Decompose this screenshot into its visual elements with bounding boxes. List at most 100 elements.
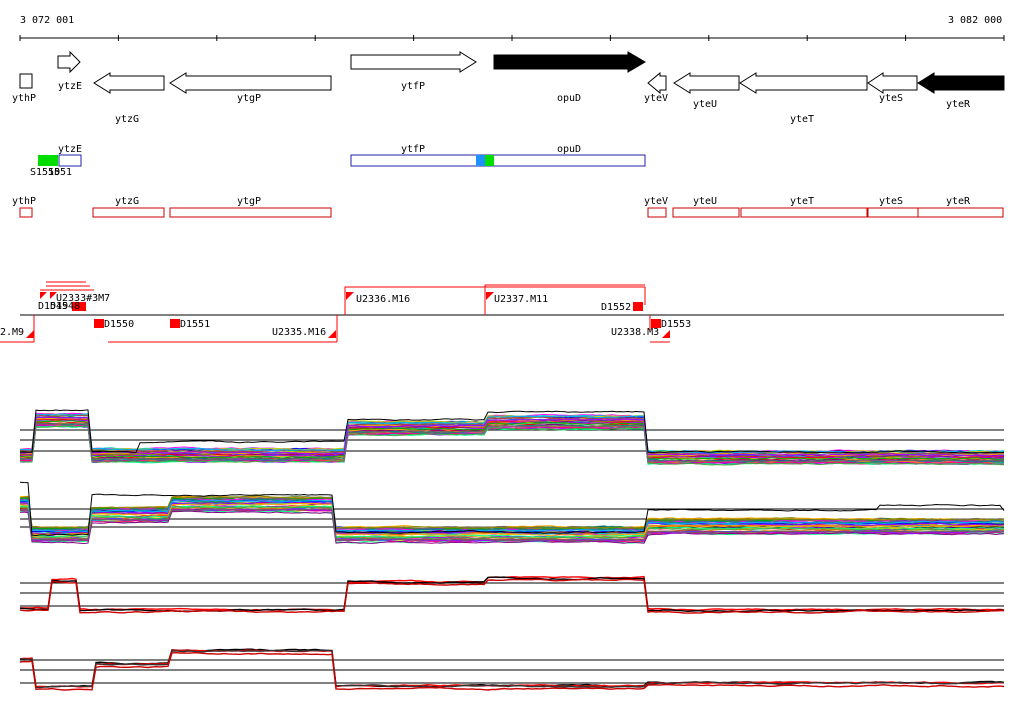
gene-label-yteV: yteV [644,93,668,104]
operon-label-yteV: yteV [644,196,668,207]
expression-trace [19,507,1005,542]
promoter-marker-u2338[interactable] [662,330,670,338]
operon-box-yteT[interactable] [740,207,868,218]
feature-label-u2336: U2336.M16 [356,294,410,305]
expression-trace [19,506,1005,540]
expression-trace [19,508,1005,543]
expression-trace [19,575,1005,612]
expression-trace [19,649,1005,688]
gene-label-ytzE: ytzE [58,81,82,92]
gene-arrow-yteT[interactable] [739,72,868,94]
transcript-label-1551: 1551 [48,167,72,178]
operon-box-yteV[interactable] [647,207,667,218]
operon-box-yteS[interactable] [867,207,919,218]
transcript-blue-segment [476,155,485,166]
transcript-green-segment [38,155,58,166]
gene-arrow-yteU[interactable] [673,72,740,94]
gene-arrow-yteR[interactable] [917,72,1005,94]
transcript-track: ytzE ytfP opuD S1550 1551 [30,144,646,178]
gene-arrow-ytzE[interactable] [57,50,81,74]
promoter-marker-m9[interactable] [26,330,34,338]
operon-label-yteU: yteU [693,196,717,207]
terminator-marker-d1553[interactable] [651,319,661,328]
gene-label-yteU: yteU [693,99,717,110]
gene-track: ythP ytzE ytzG ytgP ytfP opuD yteV yteU … [12,50,1005,125]
transcript-label-ytfP: ytfP [401,144,425,155]
promoter-marker-u2333[interactable] [40,292,47,299]
expression-trace [19,409,1005,454]
operon-label-yteR: yteR [946,196,971,207]
transcript-box-ytzE[interactable] [58,154,82,167]
gene-arrow-ythP[interactable] [19,73,33,89]
expression-trace [19,425,1005,466]
expression-panel-1 [19,409,1005,466]
terminator-marker-d1552[interactable] [633,302,643,311]
operon-label-ythP: ythP [12,196,36,207]
transcript-green-segment-2 [485,155,494,166]
ruler-start-label: 3 072 001 [20,15,74,26]
gene-arrow-yteV[interactable] [647,71,667,95]
feature-label-d1550: D1550 [104,319,134,330]
expression-trace [19,576,1005,613]
expression-trace [19,416,1005,457]
expression-trace [19,422,1005,463]
feature-label-u2337: U2337.M11 [494,294,548,305]
feature-label-d1549: D1549 [38,301,68,312]
promoter-marker-u2337[interactable] [486,292,494,300]
operon-track: ythP ytzG ytgP yteV yteU yteT yteS yteR [12,196,1004,218]
operon-box-ytgP[interactable] [169,207,332,218]
expression-trace [19,510,1005,545]
gene-label-ytgP: ytgP [237,93,261,104]
operon-label-ytzG: ytzG [115,196,139,207]
gene-label-ytzG: ytzG [115,114,139,125]
expression-trace [19,578,1004,614]
gene-label-opuD: opuD [557,93,581,104]
gene-label-yteS: yteS [879,93,903,104]
gene-arrow-ytzG[interactable] [93,72,165,94]
feature-label-m9: 2.M9 [0,327,24,338]
operon-label-yteT: yteT [790,196,814,207]
feature-track: U2336.M16 U2337.M11 D1552 D1550 D1551 U2… [0,281,1004,343]
operon-box-yteU[interactable] [672,207,740,218]
expression-trace [20,649,1005,689]
gene-label-ythP: ythP [12,93,36,104]
gene-label-yteR: yteR [946,99,971,110]
terminator-marker-d1550[interactable] [94,319,104,328]
operon-label-ytgP: ytgP [237,196,261,207]
ruler-end-label: 3 082 000 [948,15,1002,26]
gene-arrow-opuD[interactable] [493,51,646,73]
operon-box-ytzG[interactable] [92,207,165,218]
promoter-marker-u2335[interactable] [328,330,336,338]
feature-label-u2338: U2338.M3 [611,327,659,338]
transcript-label-opuD: opuD [557,144,581,155]
feature-label-u2335: U2335.M16 [272,327,326,338]
gene-arrow-yteS[interactable] [867,72,918,94]
promoter-marker-cluster[interactable] [50,292,57,299]
expression-trace [19,500,1005,533]
gene-label-ytfP: ytfP [401,81,425,92]
feature-label-u2333: U2333#3M7 [56,293,110,304]
feature-label-d1553: D1553 [661,319,691,330]
terminator-marker-d1548[interactable] [72,302,86,311]
operon-box-ythP[interactable] [19,207,33,218]
ruler-ticks [19,35,1005,41]
expression-trace [19,498,1004,532]
transcript-label-s1550: S1550 [30,167,60,178]
gene-arrow-ytfP[interactable] [350,51,477,73]
promoter-marker-u2336[interactable] [346,292,354,300]
transcript-box-ytfP-opuD[interactable] [350,154,646,167]
expression-trace [19,414,1005,455]
expression-trace [19,502,1005,537]
feature-label-d1548: D1548 [50,301,80,312]
expression-trace [20,413,1005,454]
expression-trace [19,481,1005,537]
expression-panel-4 [19,648,1005,691]
expression-panel-3 [19,575,1005,614]
expression-trace [19,495,1005,530]
terminator-marker-d1551[interactable] [170,319,180,328]
gene-arrow-ytgP[interactable] [169,72,332,94]
gene-label-yteT: yteT [790,114,814,125]
expression-trace [19,505,1005,539]
operon-box-yteR[interactable] [917,207,1004,218]
